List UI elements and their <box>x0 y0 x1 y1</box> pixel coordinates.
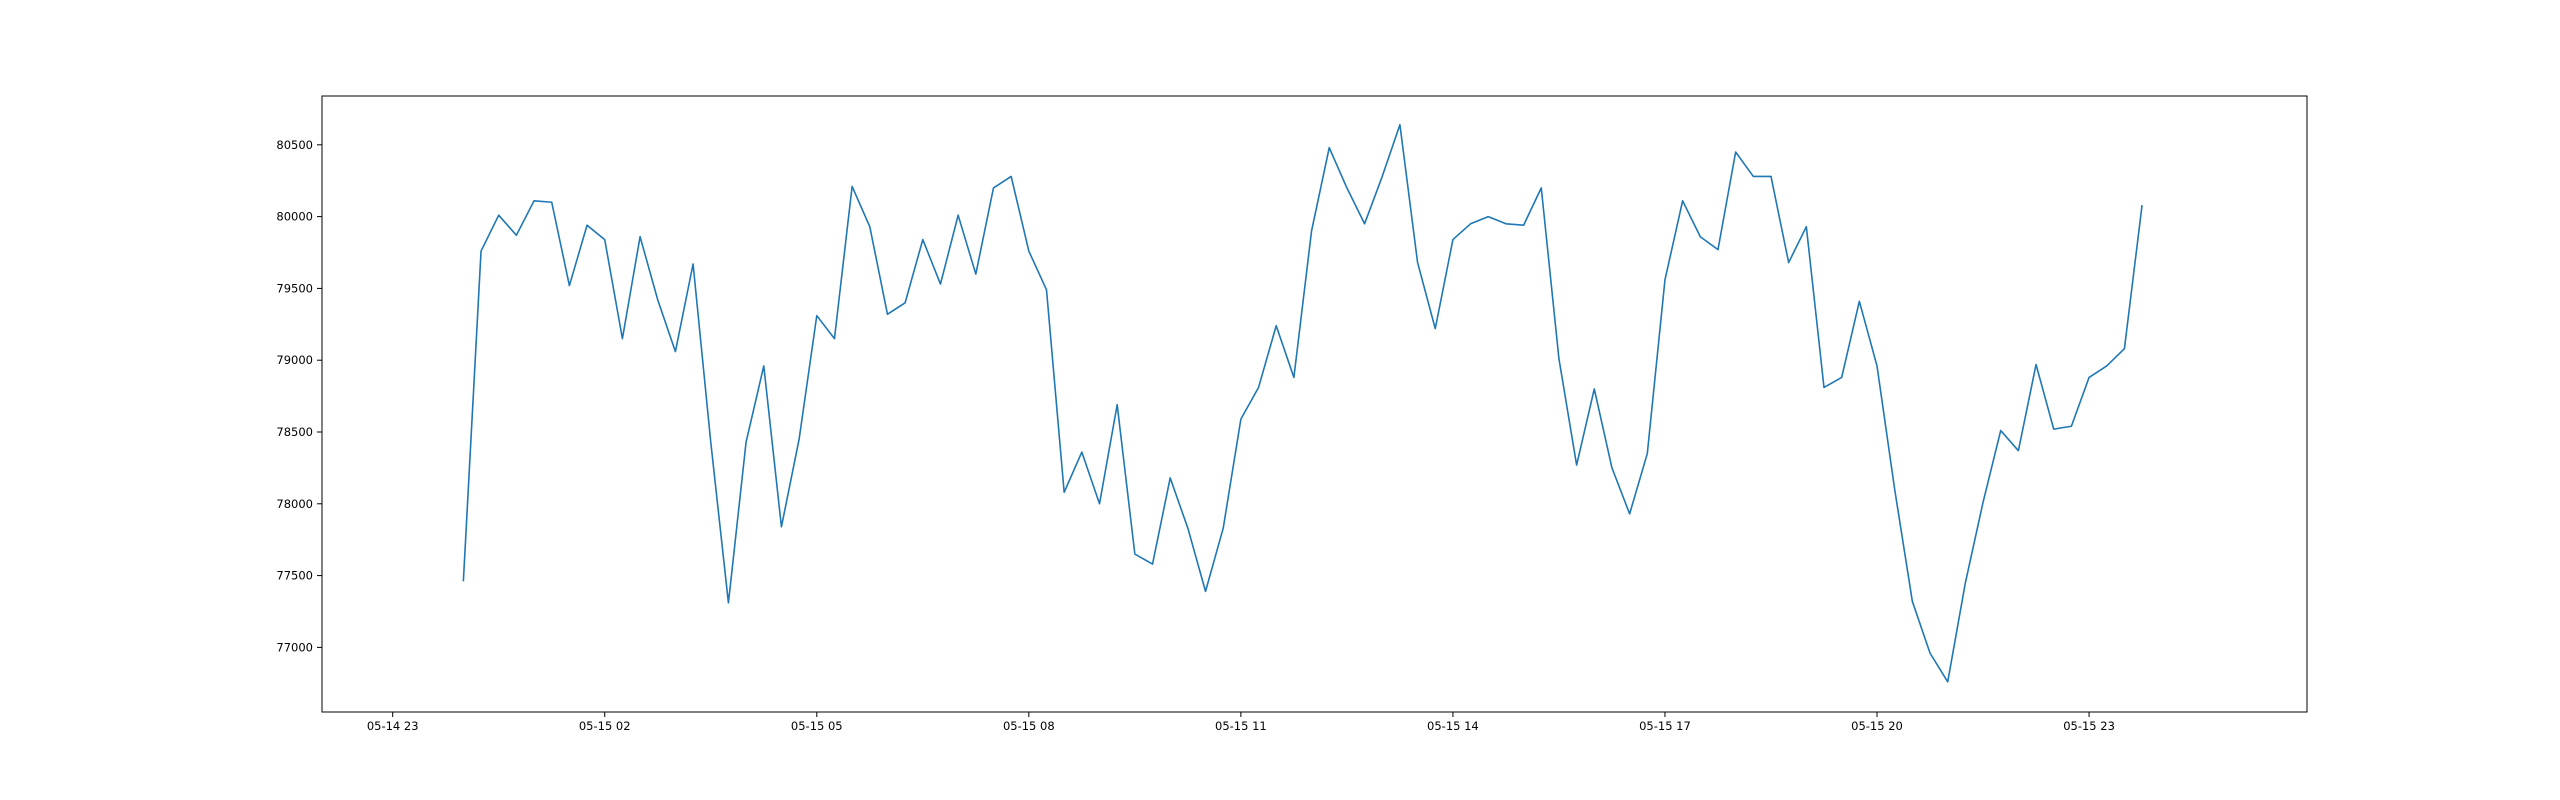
y-tick-label: 80500 <box>276 138 313 152</box>
x-tick-label: 05-15 20 <box>1851 719 1903 733</box>
y-tick-label: 77000 <box>276 640 313 654</box>
y-axis: 77000 77500 78000 78500 79000 79500 80000 80500 <box>276 138 322 654</box>
series-layer <box>462 123 2143 683</box>
y-tick-label: 79000 <box>276 353 313 367</box>
y-tick-label: 77500 <box>276 569 313 583</box>
y-tick-label: 79500 <box>276 281 313 295</box>
x-axis: 05-14 23 05-15 02 05-15 05 05-15 08 05-15 11… <box>367 712 2115 733</box>
x-tick-label: 05-14 23 <box>367 719 419 733</box>
y-tick-label: 80000 <box>276 210 313 224</box>
x-tick-label: 05-15 02 <box>579 719 631 733</box>
x-tick-label: 05-15 11 <box>1215 719 1267 733</box>
series-line-0 <box>462 123 2143 683</box>
x-tick-label: 05-15 17 <box>1639 719 1691 733</box>
x-tick-label: 05-15 14 <box>1427 719 1479 733</box>
plot-area-frame <box>321 95 2308 713</box>
x-tick-label: 05-15 23 <box>2063 719 2115 733</box>
x-tick-label: 05-15 08 <box>1003 719 1055 733</box>
y-tick-label: 78000 <box>276 497 313 511</box>
x-tick-label: 05-15 05 <box>791 719 843 733</box>
y-tick-label: 78500 <box>276 425 313 439</box>
